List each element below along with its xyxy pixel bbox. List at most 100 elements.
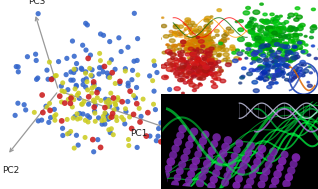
Circle shape <box>288 72 293 75</box>
Circle shape <box>277 31 281 34</box>
Point <box>106 128 111 131</box>
Circle shape <box>185 76 188 78</box>
Circle shape <box>190 52 195 55</box>
Point <box>200 175 205 178</box>
Circle shape <box>292 26 295 28</box>
Circle shape <box>197 72 199 73</box>
Circle shape <box>182 40 186 42</box>
Circle shape <box>175 75 179 78</box>
Point <box>100 66 105 69</box>
Circle shape <box>238 37 244 41</box>
Circle shape <box>197 50 202 53</box>
Circle shape <box>265 20 271 24</box>
Point <box>68 102 73 105</box>
Circle shape <box>280 27 284 30</box>
Circle shape <box>190 45 195 48</box>
Circle shape <box>184 43 188 45</box>
Circle shape <box>188 28 192 30</box>
Circle shape <box>184 60 188 62</box>
Circle shape <box>190 45 193 47</box>
Circle shape <box>273 43 275 44</box>
Circle shape <box>273 65 275 67</box>
Circle shape <box>191 76 194 77</box>
Circle shape <box>199 70 202 72</box>
Point <box>209 149 214 152</box>
Point <box>117 80 122 83</box>
Point <box>95 138 100 141</box>
Circle shape <box>276 64 279 65</box>
Circle shape <box>172 65 177 69</box>
Circle shape <box>184 36 189 39</box>
Circle shape <box>220 48 225 51</box>
Circle shape <box>207 59 210 61</box>
Circle shape <box>188 43 190 45</box>
Circle shape <box>253 10 260 14</box>
Circle shape <box>207 30 210 32</box>
Circle shape <box>183 73 189 77</box>
Point <box>60 81 65 84</box>
Point <box>76 92 81 95</box>
Point <box>193 159 198 162</box>
Point <box>44 105 49 108</box>
Circle shape <box>192 24 197 27</box>
Circle shape <box>266 38 271 41</box>
Circle shape <box>172 32 177 35</box>
Circle shape <box>170 63 173 65</box>
Circle shape <box>289 34 294 37</box>
Circle shape <box>189 83 195 87</box>
Circle shape <box>252 57 257 60</box>
Point <box>243 158 248 161</box>
Circle shape <box>197 58 200 60</box>
Point <box>147 135 153 138</box>
Point <box>126 138 131 141</box>
Circle shape <box>208 39 212 42</box>
Circle shape <box>270 66 274 68</box>
Point <box>100 70 106 73</box>
Circle shape <box>243 11 250 15</box>
Circle shape <box>194 30 197 32</box>
Circle shape <box>203 71 210 75</box>
Circle shape <box>287 28 293 32</box>
Circle shape <box>213 49 215 50</box>
Circle shape <box>197 48 199 50</box>
Circle shape <box>173 25 180 29</box>
Circle shape <box>210 57 214 59</box>
Circle shape <box>187 66 190 68</box>
Circle shape <box>202 42 208 45</box>
Circle shape <box>212 63 217 66</box>
Circle shape <box>274 27 280 31</box>
Circle shape <box>290 49 295 52</box>
Point <box>119 50 124 53</box>
Circle shape <box>289 57 296 61</box>
Point <box>98 146 103 149</box>
Circle shape <box>210 62 215 65</box>
Circle shape <box>259 37 264 40</box>
Point <box>64 57 69 60</box>
Circle shape <box>218 47 222 49</box>
Circle shape <box>208 63 215 67</box>
Circle shape <box>282 42 288 46</box>
Point <box>184 186 189 189</box>
Circle shape <box>190 74 194 76</box>
Circle shape <box>259 46 262 48</box>
Circle shape <box>196 46 199 48</box>
Point <box>66 98 71 101</box>
Point <box>104 114 109 117</box>
Circle shape <box>187 24 193 27</box>
Circle shape <box>248 53 253 56</box>
Point <box>184 150 190 153</box>
Point <box>135 73 140 76</box>
Point <box>80 83 86 86</box>
Circle shape <box>284 50 288 53</box>
Point <box>102 65 107 68</box>
Point <box>232 155 237 158</box>
Circle shape <box>196 36 199 39</box>
Point <box>123 107 128 110</box>
Circle shape <box>294 74 299 77</box>
Circle shape <box>258 29 264 33</box>
Point <box>152 64 157 67</box>
Circle shape <box>255 43 261 46</box>
Point <box>209 185 214 188</box>
Point <box>83 70 88 73</box>
Point <box>182 156 187 160</box>
